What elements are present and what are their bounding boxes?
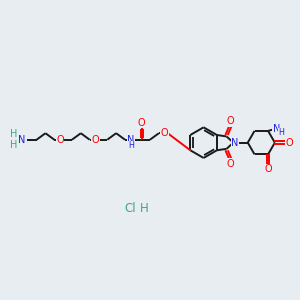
Text: N: N — [231, 138, 239, 148]
Text: O: O — [161, 128, 169, 138]
Text: O: O — [286, 138, 293, 148]
Text: H: H — [10, 140, 18, 150]
Text: N: N — [18, 135, 26, 145]
Text: O: O — [138, 118, 146, 128]
Text: N: N — [127, 135, 134, 145]
Text: H: H — [10, 129, 18, 140]
Text: O: O — [264, 164, 272, 174]
Text: O: O — [56, 135, 64, 145]
Text: O: O — [92, 135, 99, 145]
Text: Cl: Cl — [124, 202, 136, 215]
Text: N: N — [273, 124, 280, 134]
Text: H: H — [128, 141, 134, 150]
Text: O: O — [226, 116, 234, 126]
Text: H: H — [140, 202, 149, 215]
Text: O: O — [226, 159, 234, 169]
Text: H: H — [279, 128, 285, 137]
